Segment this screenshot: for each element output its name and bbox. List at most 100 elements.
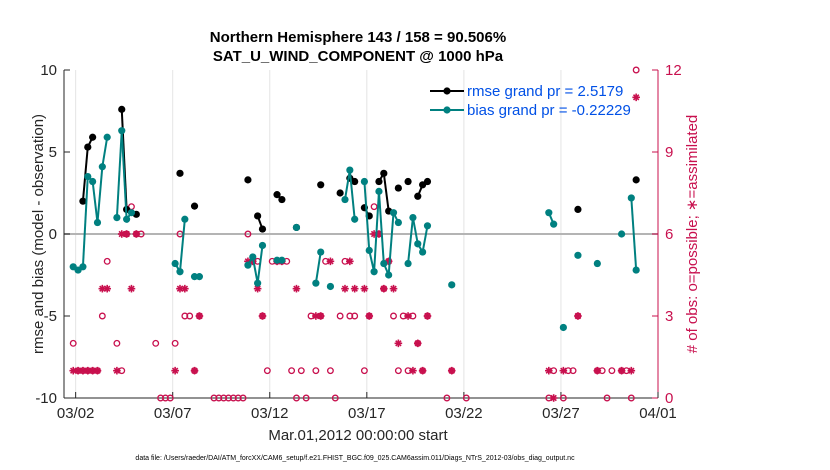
obs-assimilated-marker bbox=[346, 257, 354, 266]
bias-point bbox=[346, 166, 354, 174]
rmse-segment bbox=[382, 173, 390, 212]
y-tick-label-right: 0 bbox=[665, 390, 673, 407]
obs-possible-marker bbox=[103, 257, 111, 265]
obs-assimilated-marker bbox=[93, 366, 102, 375]
obs-possible-marker bbox=[326, 367, 334, 375]
obs-possible-marker bbox=[181, 312, 189, 320]
obs-possible-marker bbox=[166, 394, 174, 402]
y-tick-label-right: 9 bbox=[665, 144, 673, 161]
bias-point bbox=[360, 177, 368, 186]
obs-possible-marker bbox=[210, 394, 218, 402]
legend-marker-bias bbox=[443, 106, 451, 114]
bias-point bbox=[385, 271, 393, 279]
bias-segment bbox=[96, 166, 104, 223]
obs-possible-marker bbox=[161, 394, 169, 402]
obs-assimilated-marker bbox=[389, 284, 398, 293]
obs-assimilated-marker bbox=[593, 366, 602, 375]
bias-point bbox=[89, 177, 97, 186]
bias-point bbox=[244, 261, 252, 269]
bias-point bbox=[258, 241, 267, 250]
plot-area bbox=[64, 70, 659, 398]
obs-possible-marker bbox=[394, 367, 402, 375]
bias-segment bbox=[81, 176, 89, 267]
x-tick-label: 03/02 bbox=[57, 405, 95, 422]
obs-assimilated-marker bbox=[292, 284, 301, 293]
bias-segment bbox=[373, 191, 380, 272]
obs-possible-marker bbox=[171, 339, 179, 347]
obs-assimilated-marker bbox=[365, 312, 374, 320]
y-tick-label-left: 10 bbox=[40, 62, 57, 79]
obs-possible-marker bbox=[302, 394, 310, 402]
y-tick-label-left: 0 bbox=[49, 226, 57, 243]
obs-assimilated-marker bbox=[103, 284, 111, 293]
bias-point bbox=[365, 246, 373, 254]
obs-possible-marker bbox=[627, 394, 635, 402]
obs-assimilated-marker bbox=[413, 339, 422, 348]
rmse-point bbox=[176, 169, 184, 177]
obs-assimilated-marker bbox=[190, 366, 199, 375]
obs-assimilated-marker bbox=[627, 366, 636, 375]
x-tick-label: 03/07 bbox=[154, 405, 192, 422]
bias-segment bbox=[314, 251, 322, 284]
rmse-point bbox=[89, 133, 97, 141]
bias-point bbox=[254, 279, 262, 287]
rmse-point bbox=[118, 105, 126, 113]
y-axis-label-left: rmse and bias (model - observation) bbox=[30, 114, 47, 354]
obs-possible-marker bbox=[603, 394, 611, 402]
chart-title: Northern Hemisphere 143 / 158 = 90.506% … bbox=[210, 29, 506, 65]
obs-possible-marker bbox=[239, 394, 247, 402]
legend-label-bias: bias grand pr = -0.22229 bbox=[467, 102, 631, 119]
obs-assimilated-marker bbox=[447, 366, 456, 375]
bias-point bbox=[93, 218, 102, 227]
rmse-point bbox=[414, 192, 422, 200]
bias-point bbox=[380, 259, 388, 268]
obs-assimilated-marker bbox=[559, 366, 568, 375]
bias-point bbox=[341, 195, 349, 204]
bias-segment bbox=[368, 250, 376, 272]
obs-assimilated-marker bbox=[195, 312, 204, 320]
bias-point bbox=[326, 282, 335, 291]
obs-possible-marker bbox=[98, 312, 106, 320]
bias-point bbox=[545, 209, 553, 217]
bias-point bbox=[375, 187, 383, 195]
bias-point bbox=[171, 259, 179, 268]
obs-assimilated-marker bbox=[617, 366, 626, 375]
bias-segment bbox=[387, 212, 395, 276]
obs-possible-marker bbox=[113, 339, 121, 347]
obs-possible-marker bbox=[312, 367, 320, 375]
obs-possible-marker bbox=[186, 312, 194, 320]
obs-possible-marker bbox=[152, 339, 160, 347]
bias-segment bbox=[407, 217, 414, 264]
obs-possible-marker bbox=[263, 367, 271, 375]
obs-possible-marker bbox=[390, 312, 397, 320]
y-tick-label-left: 5 bbox=[49, 144, 57, 161]
obs-assimilated-marker bbox=[316, 312, 325, 320]
obs-possible-marker bbox=[220, 394, 228, 402]
obs-assimilated-marker bbox=[423, 312, 432, 320]
obs-assimilated-marker bbox=[312, 312, 320, 320]
obs-assimilated-marker bbox=[574, 312, 582, 320]
bias-segment bbox=[120, 130, 128, 220]
obs-assimilated-marker bbox=[341, 284, 349, 293]
bias-point bbox=[123, 215, 131, 223]
bias-point bbox=[419, 248, 427, 256]
obs-assimilated-marker bbox=[171, 366, 179, 375]
bias-segment bbox=[115, 130, 123, 218]
x-tick-label: 03/12 bbox=[251, 405, 289, 422]
y-tick-label-right: 12 bbox=[665, 62, 682, 79]
rmse-point bbox=[84, 143, 92, 151]
obs-assimilated-marker bbox=[88, 366, 97, 375]
bias-segment bbox=[363, 181, 371, 251]
rmse-point bbox=[317, 181, 325, 189]
rmse-point bbox=[375, 177, 383, 186]
bias-point bbox=[317, 248, 325, 256]
bias-point bbox=[414, 240, 422, 248]
rmse-point bbox=[632, 176, 640, 184]
rmse-point bbox=[79, 197, 87, 205]
bias-point bbox=[249, 253, 257, 261]
chart-title-line-2: SAT_U_WIND_COMPONENT @ 1000 hPa bbox=[213, 48, 504, 65]
bias-point bbox=[292, 223, 301, 232]
legend-label-rmse: rmse grand pr = 2.5179 bbox=[467, 83, 623, 100]
obs-assimilated-marker bbox=[394, 339, 403, 348]
obs-possible-marker bbox=[244, 230, 252, 238]
